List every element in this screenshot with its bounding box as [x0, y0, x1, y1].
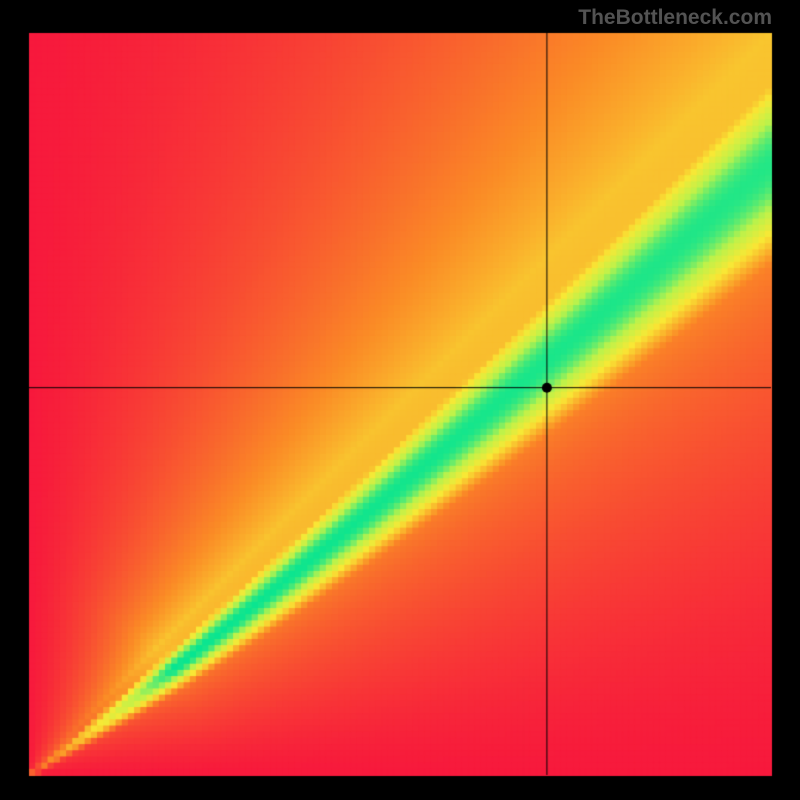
chart-container: TheBottleneck.com [0, 0, 800, 800]
bottleneck-heatmap [0, 0, 800, 800]
watermark-text: TheBottleneck.com [578, 6, 772, 30]
